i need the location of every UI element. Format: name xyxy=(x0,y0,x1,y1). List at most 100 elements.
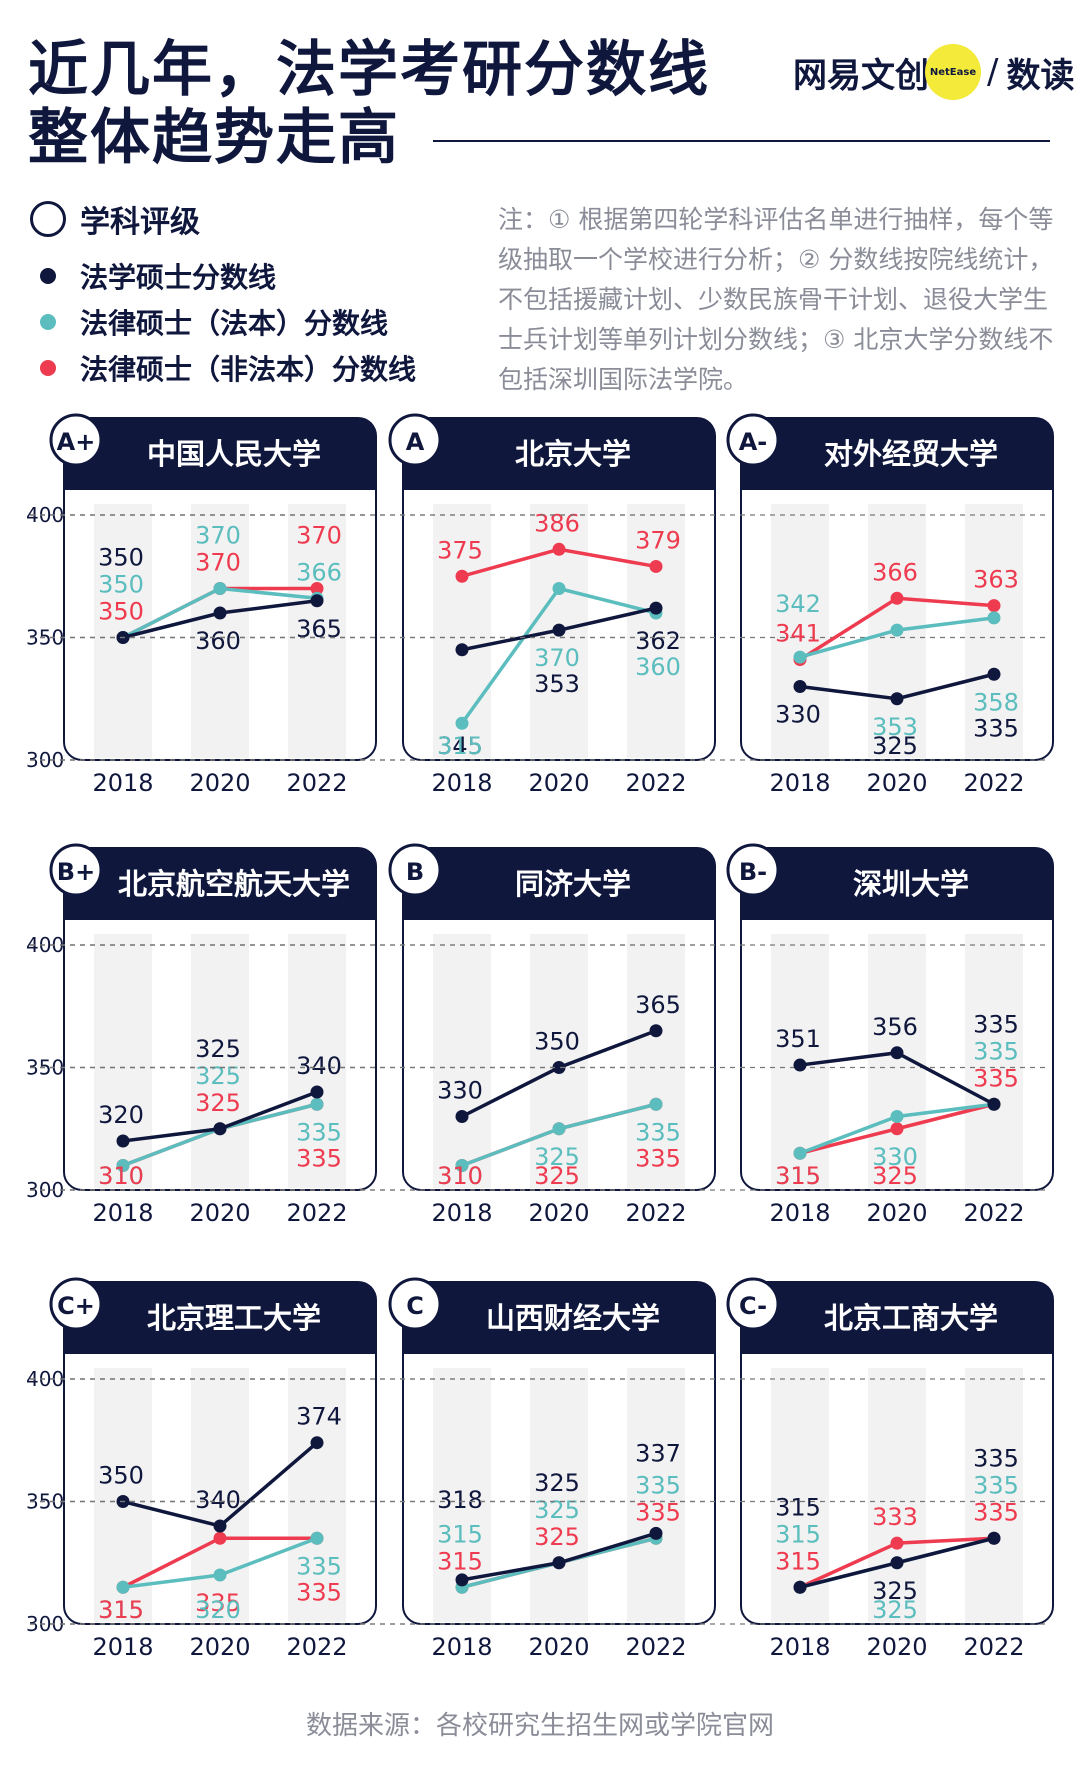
data-label: 315 xyxy=(98,1596,144,1624)
panel-title: 同济大学 xyxy=(515,867,631,901)
data-point xyxy=(793,1058,807,1072)
x-tick-label: 2022 xyxy=(625,1199,686,1227)
data-label: 320 xyxy=(195,1596,241,1624)
data-label: 335 xyxy=(973,714,1019,742)
year-band xyxy=(530,1368,588,1622)
data-point xyxy=(793,1580,807,1594)
data-label: 325 xyxy=(872,732,918,760)
data-point xyxy=(890,1556,904,1570)
data-point xyxy=(213,582,227,595)
data-point xyxy=(987,1097,1001,1111)
data-point xyxy=(649,601,663,615)
panel-title: 中国人民大学 xyxy=(147,437,321,471)
x-tick-label: 2022 xyxy=(963,1199,1024,1227)
data-label: 330 xyxy=(775,701,821,729)
teal-dot-icon xyxy=(40,314,56,330)
year-band xyxy=(627,934,685,1188)
grade-badge xyxy=(726,1277,780,1331)
data-point xyxy=(455,716,469,730)
data-point xyxy=(455,643,469,657)
grade-label: A xyxy=(406,428,425,456)
x-tick-label: 2020 xyxy=(189,769,250,797)
data-label: 353 xyxy=(872,713,918,741)
year-band xyxy=(433,504,491,758)
data-label: 325 xyxy=(534,1496,580,1524)
data-label: 379 xyxy=(635,526,681,554)
navy-dot-icon xyxy=(40,268,56,284)
year-band xyxy=(627,1368,685,1622)
data-label: 342 xyxy=(775,590,821,618)
data-point xyxy=(310,1436,324,1450)
legend-item-law-master: 法学硕士分数线 xyxy=(40,256,276,296)
grade-badge xyxy=(49,1277,103,1331)
data-label: 335 xyxy=(973,1498,1019,1526)
grade-label: B xyxy=(406,858,424,886)
data-label: 315 xyxy=(775,1162,821,1190)
grade-badge xyxy=(49,843,103,897)
data-label: 310 xyxy=(98,1162,144,1190)
data-point xyxy=(649,1526,663,1540)
panel-title: 北京大学 xyxy=(515,437,631,471)
data-point xyxy=(552,623,566,637)
data-point xyxy=(987,599,1001,613)
data-point xyxy=(455,569,469,583)
legend-label: 法律硕士（非法本）分数线 xyxy=(80,353,417,386)
data-label: 315 xyxy=(437,1547,483,1575)
grade-ring-icon xyxy=(30,201,66,237)
x-tick-label: 2022 xyxy=(286,769,347,797)
data-point xyxy=(890,623,904,637)
data-label: 335 xyxy=(973,1471,1019,1499)
data-point xyxy=(793,680,807,693)
data-label: 375 xyxy=(437,536,483,564)
brand-slash: / xyxy=(987,52,999,92)
brand-logo: 网易文创 NetEase / 数读 xyxy=(793,44,1074,100)
year-band xyxy=(433,934,491,1188)
data-point xyxy=(310,594,324,608)
panel-header xyxy=(741,418,1053,490)
data-label: 335 xyxy=(635,1498,681,1526)
data-label: 325 xyxy=(534,1143,580,1171)
x-tick-label: 2018 xyxy=(431,1199,492,1227)
data-label: 353 xyxy=(534,670,580,698)
panel-header xyxy=(64,418,376,490)
year-band xyxy=(288,1368,346,1622)
grade-label: C+ xyxy=(57,1292,95,1320)
data-label: 325 xyxy=(872,1596,918,1624)
grade-badge xyxy=(726,413,780,467)
data-point xyxy=(116,1580,130,1594)
data-label: 335 xyxy=(296,1578,342,1606)
year-band xyxy=(771,504,829,758)
data-label: 335 xyxy=(635,1471,681,1499)
x-tick-label: 2018 xyxy=(431,1633,492,1661)
data-label: 362 xyxy=(635,627,681,655)
grade-badge xyxy=(388,1277,442,1331)
panel-title: 深圳大学 xyxy=(853,867,969,901)
legend-item-jm-law: 法律硕士（法本）分数线 xyxy=(40,302,388,342)
x-tick-label: 2020 xyxy=(866,1633,927,1661)
data-label: 350 xyxy=(98,544,144,572)
data-point xyxy=(890,1122,904,1136)
x-tick-label: 2018 xyxy=(92,1199,153,1227)
x-tick-label: 2018 xyxy=(431,769,492,797)
data-label: 325 xyxy=(195,1035,241,1063)
x-tick-label: 2022 xyxy=(625,769,686,797)
year-band xyxy=(191,504,249,758)
x-tick-label: 2020 xyxy=(866,769,927,797)
data-label: 335 xyxy=(973,1010,1019,1038)
panel-header xyxy=(403,418,715,490)
data-point xyxy=(552,1556,566,1570)
panel-header xyxy=(64,848,376,920)
x-tick-label: 2018 xyxy=(769,1199,830,1227)
data-point xyxy=(455,1159,469,1172)
x-tick-label: 2020 xyxy=(866,1199,927,1227)
data-point xyxy=(649,559,663,573)
grade-label: C xyxy=(406,1292,424,1320)
panel-header xyxy=(64,1282,376,1354)
data-label: 325 xyxy=(534,1523,580,1551)
data-label: 351 xyxy=(775,1025,821,1053)
data-label: 335 xyxy=(635,1144,681,1172)
